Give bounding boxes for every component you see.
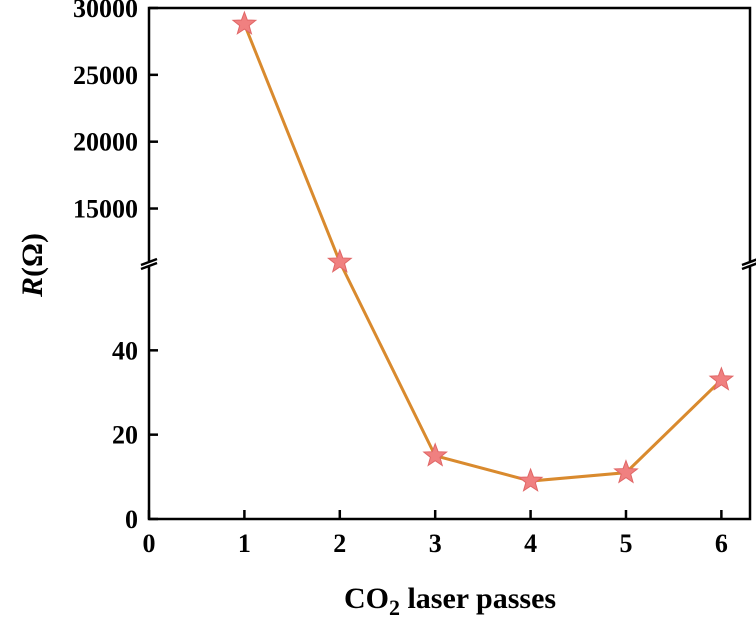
plot-frame <box>147 6 752 521</box>
x-tick-label: 3 <box>429 529 442 558</box>
x-tick-label: 6 <box>715 529 728 558</box>
y-tick-label: 15000 <box>73 195 138 224</box>
x-axis-title-subscript: 2 <box>389 595 400 620</box>
y-axis-title: R(Ω) <box>16 233 49 298</box>
series-line <box>243 23 723 483</box>
data-point-star <box>422 442 448 467</box>
axis-break-mark <box>741 258 756 267</box>
series-markers <box>231 10 735 492</box>
y-tick-label: 0 <box>125 505 138 534</box>
data-point-star <box>231 10 258 35</box>
data-point-star <box>327 248 353 273</box>
x-tick-label: 2 <box>333 529 346 558</box>
y-tick-label: 25000 <box>73 61 138 90</box>
y-tick-label: 30000 <box>73 0 138 23</box>
axis-break-gap-left <box>142 261 156 267</box>
y-tick-label: 40 <box>112 336 138 365</box>
x-tick-label: 4 <box>524 529 537 558</box>
data-point-star <box>517 467 544 492</box>
y-axis-ticks: 0 20 40 15000 20000 25000 30000 <box>73 0 158 534</box>
y-tick-label: 20000 <box>73 128 138 157</box>
axis-break-gap-right <box>743 261 756 267</box>
axis-break-mark <box>140 261 158 271</box>
x-tick-label: 0 <box>143 529 156 558</box>
x-axis-title: CO2 laser passes <box>344 582 556 620</box>
data-point-star <box>708 366 735 391</box>
x-tick-label: 1 <box>238 529 251 558</box>
y-tick-label: 20 <box>112 421 138 450</box>
axis-break-marks <box>140 257 756 271</box>
data-point-star <box>613 459 639 484</box>
axis-break-mark <box>741 262 756 271</box>
x-axis-ticks: 0 1 2 3 4 5 6 <box>143 510 728 558</box>
x-tick-label: 5 <box>619 529 632 558</box>
axis-break-mark <box>140 257 158 267</box>
